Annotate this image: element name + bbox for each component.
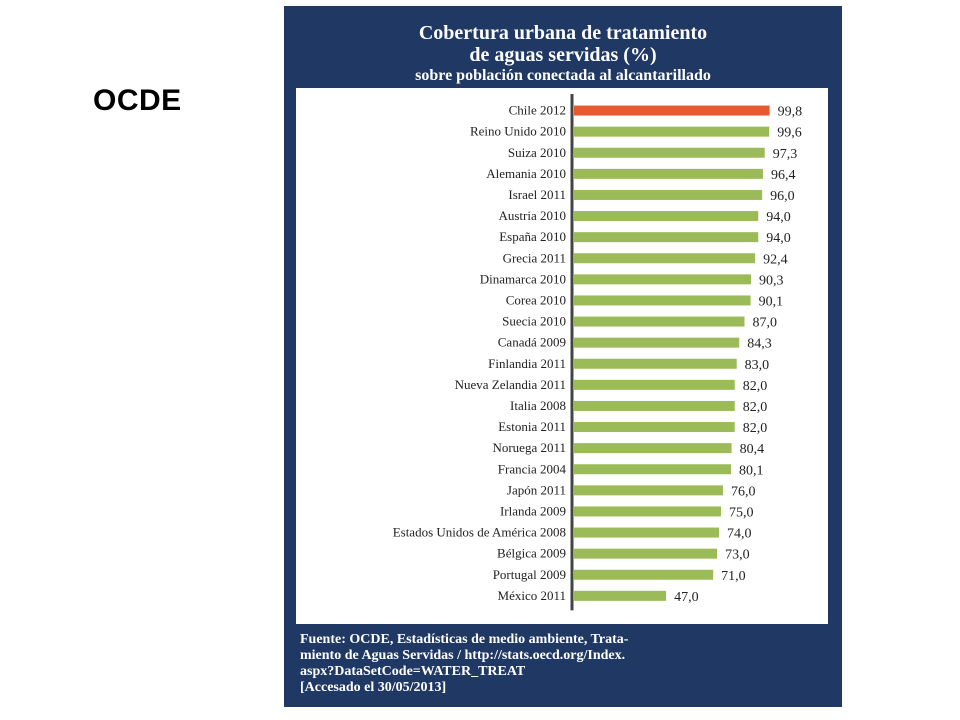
category-label: Chile 2012 <box>509 103 566 118</box>
bar <box>574 464 731 475</box>
bar <box>574 295 751 306</box>
category-label: Finlandia 2011 <box>488 356 566 371</box>
value-label: 97,3 <box>773 147 798 162</box>
bar <box>574 337 740 348</box>
value-label: 90,3 <box>759 273 784 288</box>
category-label: Noruega 2011 <box>492 440 566 455</box>
chart-subtitle: sobre población conectada al alcantarill… <box>415 67 711 84</box>
bar-chart: Chile 2012 99,8 Reino Unido 2010 99,6 Suiza … <box>393 94 803 611</box>
bar <box>574 590 667 601</box>
category-label: Grecia 2011 <box>503 250 566 265</box>
value-label: 99,6 <box>777 126 802 141</box>
value-label: 47,0 <box>674 590 699 605</box>
footer-line: Fuente: OCDE, Estadísticas de medio ambi… <box>300 632 629 647</box>
bar <box>574 400 735 411</box>
bar <box>574 232 759 243</box>
value-label: 96,4 <box>771 168 796 183</box>
category-label: Irlanda 2009 <box>500 503 566 518</box>
bar <box>574 253 756 264</box>
value-label: 80,4 <box>740 442 765 457</box>
bar <box>574 358 737 369</box>
value-label: 76,0 <box>731 484 756 499</box>
value-label: 83,0 <box>745 358 770 373</box>
value-label: 82,0 <box>743 379 768 394</box>
value-label: 80,1 <box>739 463 764 478</box>
category-label: Francia 2004 <box>498 461 567 476</box>
bar <box>574 569 714 580</box>
category-label: Reino Unido 2010 <box>470 124 566 139</box>
value-label: 84,3 <box>747 337 772 352</box>
category-label: Corea 2010 <box>506 292 566 307</box>
value-label: 87,0 <box>753 316 778 331</box>
bar <box>574 126 770 137</box>
category-label: Portugal 2009 <box>493 567 566 582</box>
value-label: 73,0 <box>725 548 750 563</box>
value-label: 75,0 <box>729 505 754 520</box>
bar <box>574 147 765 158</box>
footer-line: [Accesado el 30/05/2013] <box>300 680 447 695</box>
category-label: Austria 2010 <box>498 208 566 223</box>
category-label: Estados Unidos de América 2008 <box>393 525 566 540</box>
value-label: 92,4 <box>763 252 788 267</box>
bar <box>574 422 735 433</box>
category-label: Italia 2008 <box>510 398 566 413</box>
bar <box>574 379 735 390</box>
category-label: México 2011 <box>498 588 566 603</box>
category-label: Dinamarca 2010 <box>480 271 566 286</box>
bar <box>574 105 770 116</box>
category-label: España 2010 <box>499 229 566 244</box>
value-label: 90,1 <box>759 294 784 309</box>
footer-line: miento de Aguas Servidas / http://stats.… <box>300 648 626 663</box>
bar <box>574 485 723 496</box>
value-label: 71,0 <box>721 569 746 584</box>
category-label: Estonia 2011 <box>498 419 566 434</box>
chart-title-line-1: Cobertura urbana de tratamiento <box>418 22 708 44</box>
slide-title: OCDE <box>93 84 182 117</box>
value-label: 96,0 <box>770 189 795 204</box>
bar <box>574 316 745 327</box>
category-label: Suecia 2010 <box>502 314 566 329</box>
source-footer: Fuente: OCDE, Estadísticas de medio ambi… <box>300 632 828 696</box>
value-label: 74,0 <box>727 527 752 542</box>
category-label: Canadá 2009 <box>498 335 566 350</box>
category-label: Alemania 2010 <box>486 166 566 181</box>
value-label: 94,0 <box>766 231 791 246</box>
bar <box>574 548 718 559</box>
category-label: Suiza 2010 <box>508 145 566 160</box>
bar <box>574 527 720 538</box>
value-label: 82,0 <box>743 400 768 415</box>
bar <box>574 274 751 285</box>
category-label: Israel 2011 <box>508 187 566 202</box>
chart-panel: Cobertura urbana de tratamiento de aguas… <box>284 6 842 707</box>
value-label: 82,0 <box>743 421 768 436</box>
category-label: Japón 2011 <box>507 482 566 497</box>
chart-title-line-2: de aguas servidas (%) <box>469 44 657 66</box>
chart-area: Chile 2012 99,8 Reino Unido 2010 99,6 Suiza … <box>296 88 828 624</box>
category-label: Nueva Zelandia 2011 <box>455 377 566 392</box>
bar <box>574 189 763 200</box>
value-label: 94,0 <box>766 210 791 225</box>
bar <box>574 211 759 222</box>
bar <box>574 506 721 517</box>
footer-line: aspx?DataSetCode=WATER_TREAT <box>300 664 526 679</box>
chart-title: Cobertura urbana de tratamiento de aguas… <box>284 22 842 86</box>
value-label: 99,8 <box>778 105 803 120</box>
category-label: Bélgica 2009 <box>497 546 566 561</box>
bar <box>574 168 763 179</box>
bar <box>574 443 732 454</box>
